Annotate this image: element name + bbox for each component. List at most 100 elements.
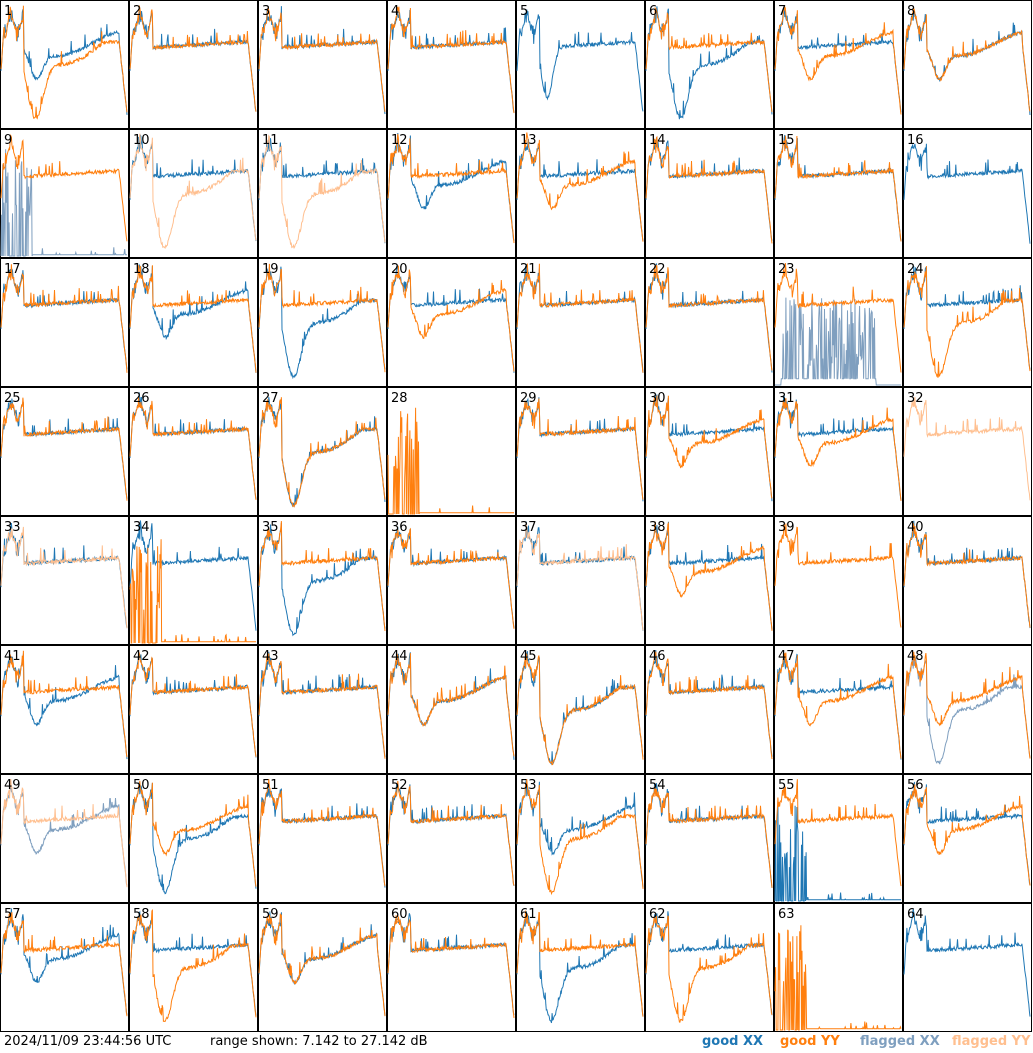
good-yy-line [645, 786, 773, 888]
good-yy-line [774, 925, 902, 1031]
panel-label: 26 [133, 391, 150, 406]
panel-34: 34 [129, 516, 258, 645]
panel-55: 55 [774, 774, 903, 903]
panel-label: 55 [778, 778, 795, 793]
good-yy-line [903, 7, 1031, 112]
good-yy-line [258, 521, 386, 632]
good-yy-line [387, 6, 515, 114]
panel-frame [387, 258, 516, 387]
panel-3: 3 [258, 0, 387, 129]
panel-frame [0, 258, 129, 387]
panel-frame [903, 516, 1032, 645]
panel-frame [516, 516, 645, 645]
panel-frame [903, 774, 1032, 903]
panel-25: 25 [0, 387, 129, 516]
good-yy-line [0, 650, 128, 758]
good-yy-line [903, 651, 1031, 759]
panel-label: 24 [907, 262, 924, 277]
panel-frame [387, 129, 516, 258]
panel-62: 62 [645, 903, 774, 1032]
panel-22: 22 [645, 258, 774, 387]
good-yy-line [258, 6, 386, 112]
panel-63: 63 [774, 903, 903, 1032]
panel-label: 37 [520, 520, 537, 535]
panel-40: 40 [903, 516, 1032, 645]
good-yy-line [129, 651, 257, 757]
panel-label: 54 [649, 778, 666, 793]
panel-45: 45 [516, 645, 645, 774]
panel-2: 2 [129, 0, 258, 129]
panel-label: 5 [520, 4, 528, 19]
panel-label: 23 [778, 262, 795, 277]
panel-21: 21 [516, 258, 645, 387]
panel-label: 49 [4, 778, 21, 793]
panel-frame [774, 0, 903, 129]
good-yy-line [129, 5, 257, 112]
panel-label: 48 [907, 649, 924, 664]
panel-frame [387, 774, 516, 903]
panel-label: 4 [391, 4, 399, 19]
panel-frame [258, 645, 387, 774]
good-xx-line [774, 653, 902, 760]
panel-frame [0, 0, 129, 129]
flagged-yy-line [0, 526, 128, 629]
good-xx-line [129, 520, 257, 631]
good-xx-line [129, 781, 257, 895]
panel-frame [129, 387, 258, 516]
good-yy-line [129, 539, 256, 644]
legend-flagged-yy: flagged YY [952, 1034, 1031, 1049]
panel-56: 56 [903, 774, 1032, 903]
panel-frame [0, 774, 129, 903]
panel-7: 7 [774, 0, 903, 129]
panel-frame [129, 645, 258, 774]
panel-label: 21 [520, 262, 537, 277]
good-xx-line [516, 9, 644, 112]
panel-frame [516, 0, 645, 129]
panel-46: 46 [645, 645, 774, 774]
good-yy-line [645, 395, 773, 499]
panel-frame [774, 129, 903, 258]
panel-frame [258, 258, 387, 387]
panel-label: 43 [262, 649, 279, 664]
panel-frame [516, 903, 645, 1032]
panel-38: 38 [645, 516, 774, 645]
good-yy-line [903, 265, 1031, 378]
good-xx-line [903, 10, 1031, 116]
panel-frame [645, 774, 774, 903]
good-yy-line [258, 913, 386, 1017]
good-yy-line [774, 523, 902, 628]
good-yy-line [774, 262, 902, 373]
panel-4: 4 [387, 0, 516, 129]
panel-48: 48 [903, 645, 1032, 774]
panel-frame [645, 0, 774, 129]
panel-16: 16 [903, 129, 1032, 258]
legend-good-xx: good XX [702, 1034, 764, 1049]
panel-12: 12 [387, 129, 516, 258]
panel-9: 9 [0, 129, 129, 258]
panel-37: 37 [516, 516, 645, 645]
panel-label: 47 [778, 649, 795, 664]
panel-label: 62 [649, 907, 666, 922]
panel-42: 42 [129, 645, 258, 774]
panel-43: 43 [258, 645, 387, 774]
panel-20: 20 [387, 258, 516, 387]
panel-frame [129, 0, 258, 129]
panel-label: 52 [391, 778, 408, 793]
good-yy-line [516, 653, 644, 766]
panel-frame [903, 387, 1032, 516]
good-xx-line [903, 520, 1031, 629]
good-yy-line [774, 652, 902, 759]
panel-frame [774, 774, 903, 903]
panel-label: 58 [133, 907, 150, 922]
panel-frame [774, 387, 903, 516]
panel-19: 19 [258, 258, 387, 387]
panel-label: 19 [262, 262, 279, 277]
good-yy-line [258, 397, 386, 508]
panel-frame [258, 903, 387, 1032]
good-yy-line [516, 398, 644, 500]
panel-label: 29 [520, 391, 537, 406]
good-yy-line [645, 264, 773, 371]
good-xx-line [129, 263, 257, 373]
good-yy-line [774, 398, 902, 501]
panel-frame [903, 258, 1032, 387]
